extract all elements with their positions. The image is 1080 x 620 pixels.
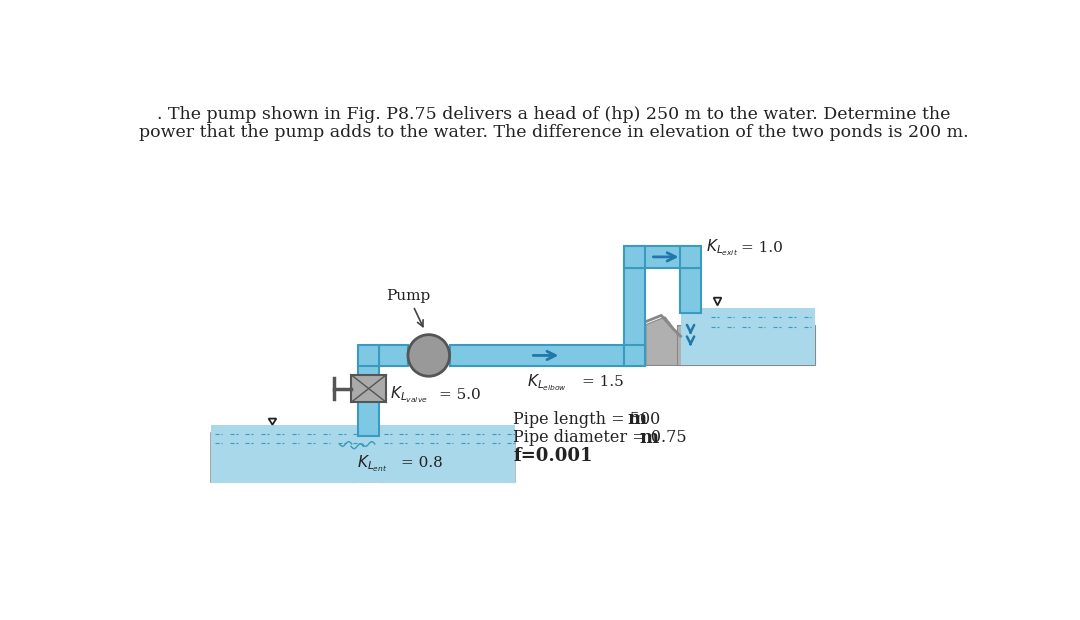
Text: power that the pump adds to the water. The difference in elevation of the two po: power that the pump adds to the water. T… — [138, 125, 969, 141]
Bar — [634, 246, 690, 268]
Text: Pump: Pump — [387, 289, 431, 327]
Bar — [623, 257, 645, 355]
Text: Pipe diameter = 0.75: Pipe diameter = 0.75 — [513, 429, 692, 446]
Text: = 1.5: = 1.5 — [582, 375, 624, 389]
Text: m: m — [639, 429, 658, 447]
Polygon shape — [646, 317, 685, 365]
Text: $K_{L_{\mathit{exit}}}$: $K_{L_{\mathit{exit}}}$ — [706, 237, 738, 258]
Text: = 0.8: = 0.8 — [401, 456, 443, 470]
Bar — [351, 374, 387, 402]
Bar — [623, 345, 645, 366]
Text: = 1.0: = 1.0 — [741, 241, 783, 255]
Text: Pipe length = 500: Pipe length = 500 — [513, 411, 666, 428]
Text: = 5.0: = 5.0 — [438, 388, 481, 402]
Bar — [379, 345, 408, 366]
Text: f=0.001: f=0.001 — [513, 447, 593, 466]
Bar — [680, 308, 815, 365]
Bar — [679, 246, 701, 268]
Text: $K_{L_{\mathit{elbow}}}$: $K_{L_{\mathit{elbow}}}$ — [527, 372, 567, 392]
Bar — [623, 246, 645, 268]
Text: $K_{L_{\mathit{ent}}}$: $K_{L_{\mathit{ent}}}$ — [357, 453, 388, 474]
Text: $K_{L_{\mathit{valve}}}$: $K_{L_{\mathit{valve}}}$ — [390, 384, 428, 405]
Bar — [357, 355, 379, 435]
Text: . The pump shown in Fig. P8.75 delivers a head of (hp) 250 m to the water. Deter: . The pump shown in Fig. P8.75 delivers … — [157, 106, 950, 123]
Polygon shape — [211, 428, 357, 482]
Bar — [677, 325, 815, 365]
Ellipse shape — [408, 335, 449, 376]
Text: m: m — [627, 410, 647, 428]
Polygon shape — [379, 428, 515, 482]
Bar — [211, 425, 515, 482]
Bar — [357, 345, 379, 366]
Bar — [679, 268, 701, 313]
Bar — [449, 345, 634, 366]
